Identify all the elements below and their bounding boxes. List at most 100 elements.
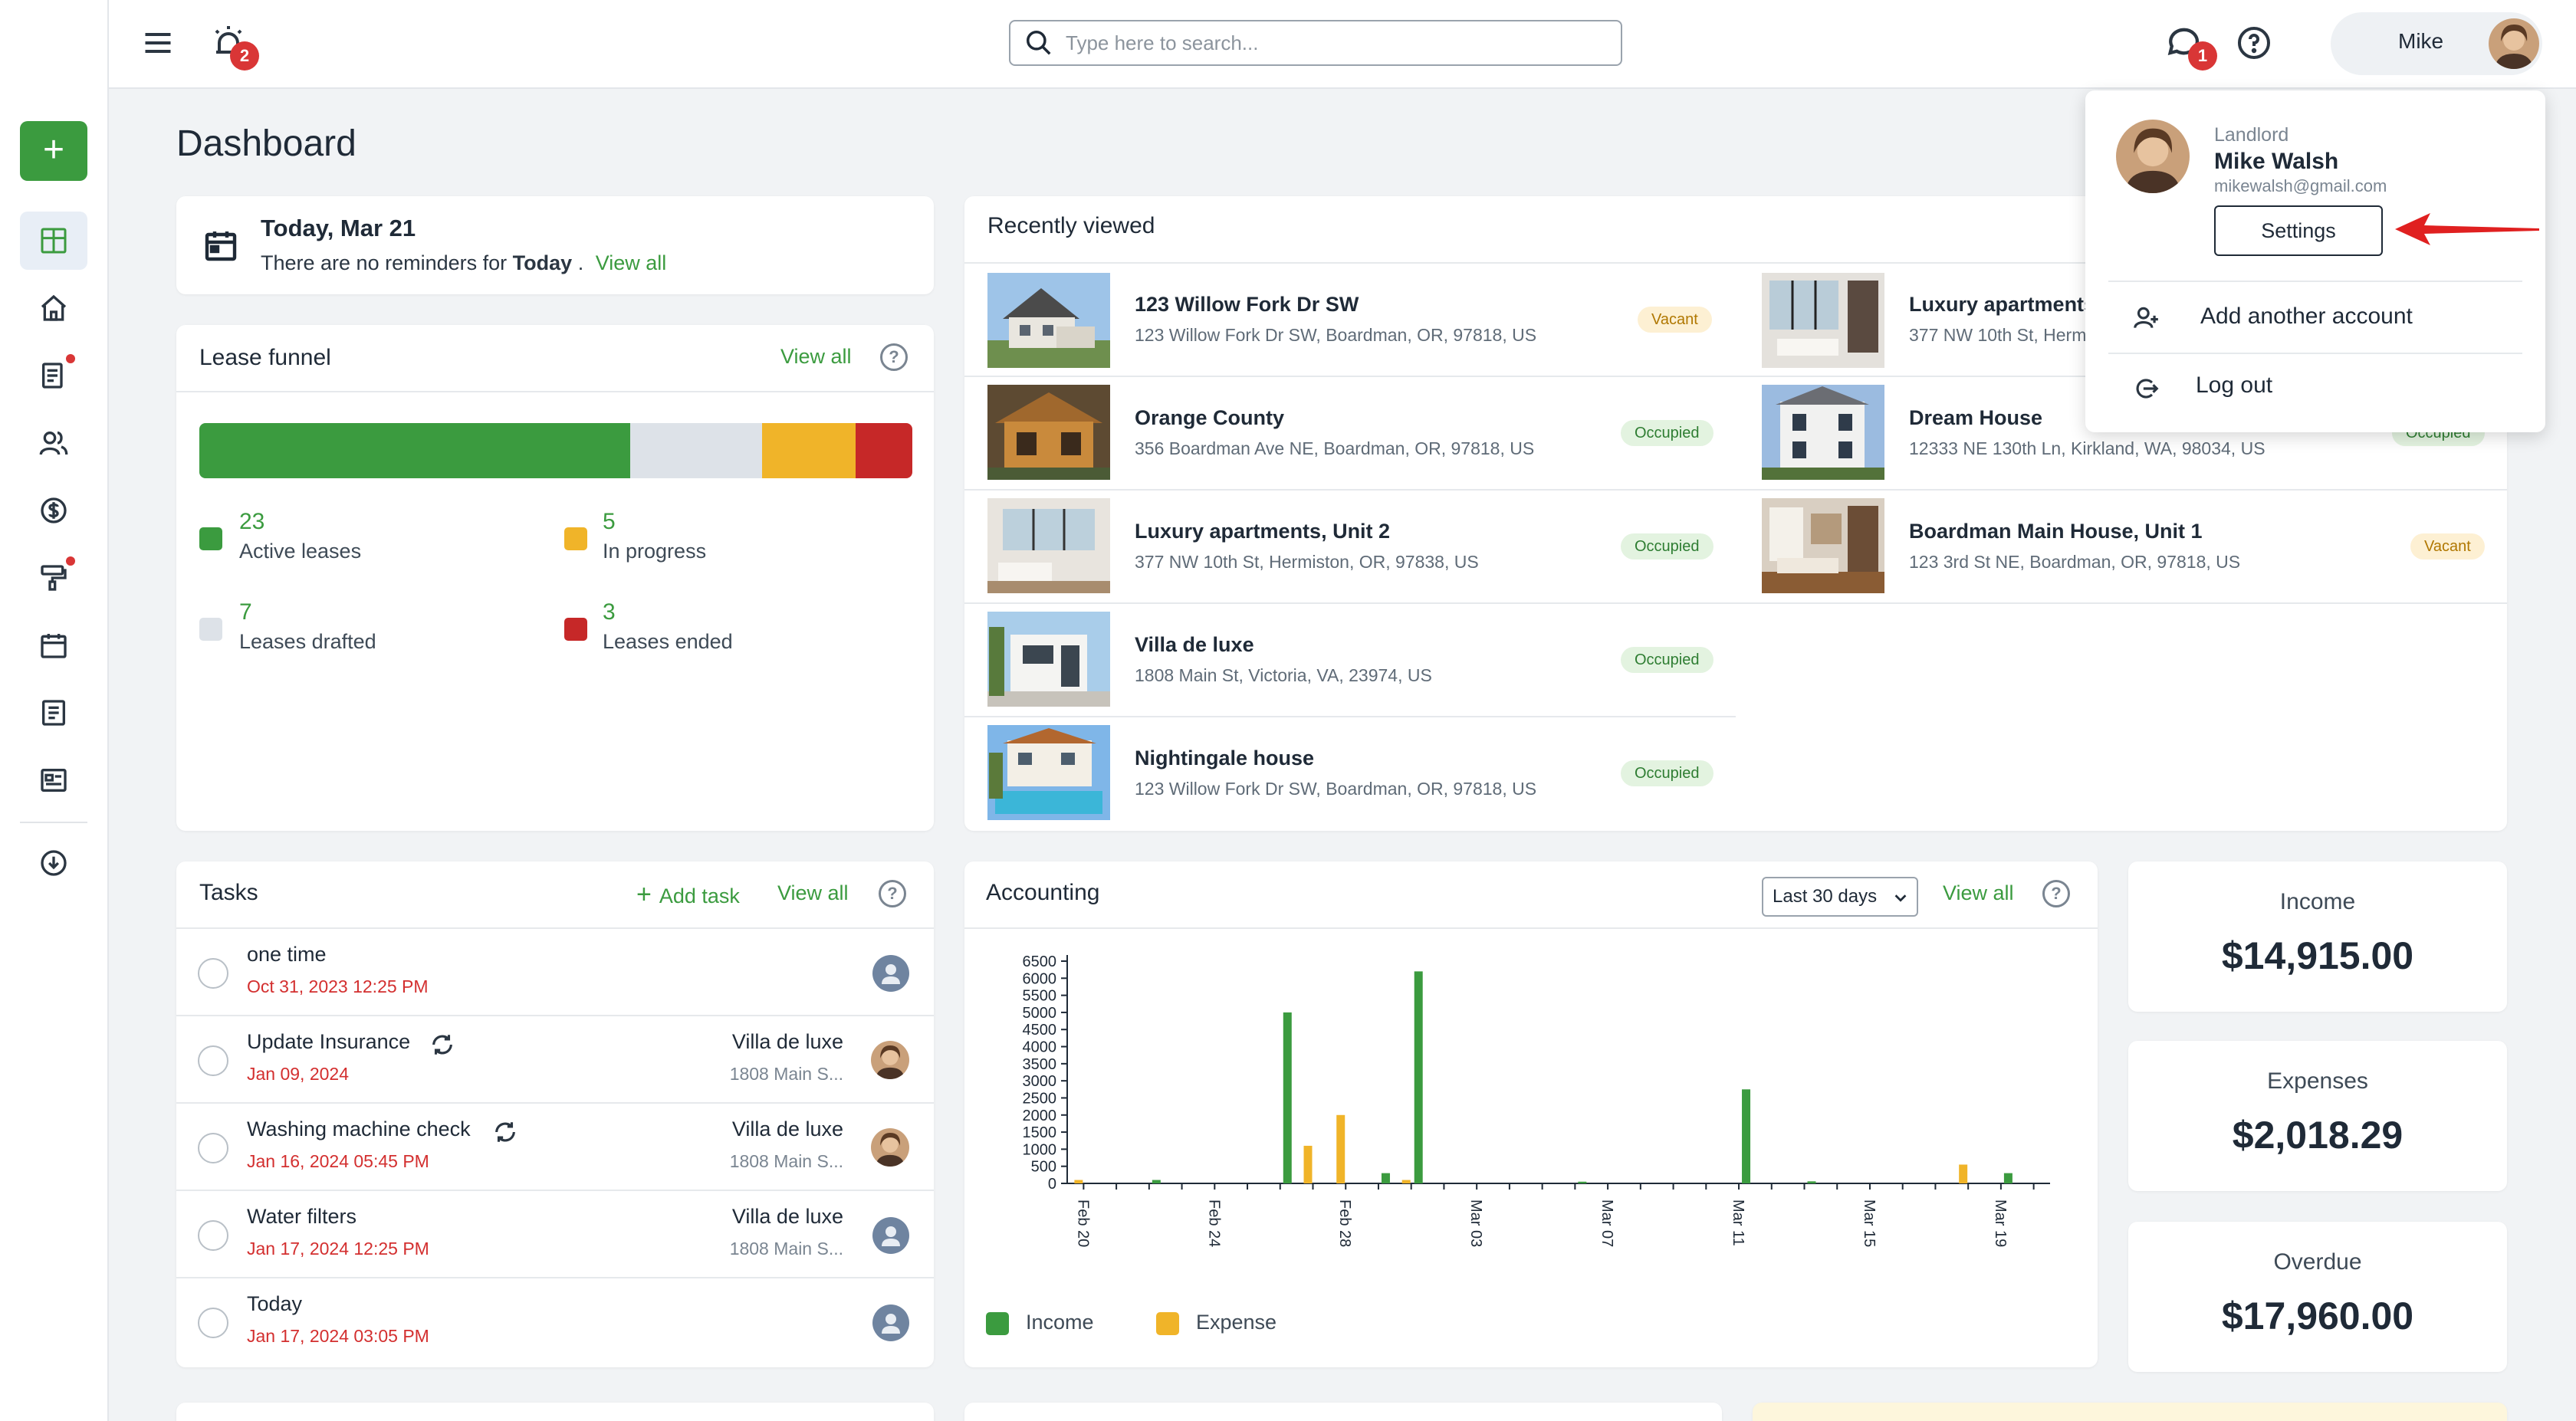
reminder-text: There are no reminders for Today . View … <box>261 251 666 275</box>
funnel-segment-ended[interactable] <box>856 423 912 478</box>
y-tick-label: 6500 <box>1023 953 1057 970</box>
nav-dashboard[interactable] <box>20 212 87 270</box>
divider <box>964 602 1736 604</box>
tasks-help-icon[interactable]: ? <box>879 880 906 907</box>
reminder-view-all-link[interactable]: View all <box>595 251 667 274</box>
recent-property-row[interactable]: Orange County 356 Boardman Ave NE, Board… <box>964 377 1736 491</box>
active-leases-label: Active leases <box>239 540 362 563</box>
property-name: Dream House <box>1909 406 2043 429</box>
nav-calendar[interactable] <box>20 616 87 674</box>
divider <box>964 927 2098 929</box>
in-progress-count[interactable]: 5 <box>603 509 616 534</box>
x-tick-label: Mar 11 <box>1730 1199 1746 1246</box>
notes-icon <box>42 700 65 726</box>
task-title: Today <box>247 1292 303 1315</box>
funnel-segment-progress[interactable] <box>762 423 856 478</box>
user-menu-toggle[interactable]: Mike <box>2331 12 2542 75</box>
recent-property-row[interactable]: Nightingale house 123 Willow Fork Dr SW,… <box>964 717 1736 831</box>
income-stat-label: Income <box>2279 889 2356 914</box>
task-row[interactable]: Water filters Jan 17, 2024 12:25 PM Vill… <box>176 1191 934 1278</box>
expenses-stat-value: $2,018.29 <box>2232 1114 2404 1157</box>
nav-contacts[interactable] <box>20 414 87 472</box>
accounting-view-all[interactable]: View all <box>1943 881 2014 904</box>
task-row[interactable]: one time Oct 31, 2023 12:25 PM <box>176 929 934 1016</box>
task-checkbox[interactable] <box>198 1220 228 1251</box>
messages-icon[interactable] <box>2164 23 2203 63</box>
nav-leases[interactable] <box>20 346 87 405</box>
income-stat-card[interactable]: Income $14,915.00 <box>2128 861 2507 1012</box>
property-thumbnail <box>987 725 1110 820</box>
person-icon <box>882 1226 900 1246</box>
overdue-stat-card[interactable]: Overdue $17,960.00 <box>2128 1222 2507 1372</box>
property-address: 1808 Main St, Victoria, VA, 23974, US <box>1135 665 1432 685</box>
task-row[interactable]: Washing machine check Jan 16, 2024 05:45… <box>176 1104 934 1191</box>
nav-maintenance[interactable] <box>20 549 87 607</box>
search-box[interactable] <box>1009 20 1622 66</box>
recent-property-row[interactable]: Boardman Main House, Unit 1 123 3rd St N… <box>1736 491 2507 604</box>
income-bar <box>1807 1181 1816 1183</box>
report-icon <box>41 769 67 792</box>
status-badge: Occupied <box>1621 760 1714 786</box>
task-date: Jan 17, 2024 12:25 PM <box>247 1239 429 1259</box>
funnel-segment-drafted[interactable] <box>630 423 762 478</box>
task-checkbox[interactable] <box>198 1045 228 1076</box>
nav-download[interactable] <box>20 834 87 892</box>
logout-item[interactable]: Log out <box>2108 356 2522 425</box>
expense-bar <box>1401 1180 1411 1183</box>
task-row[interactable]: Today Jan 17, 2024 03:05 PM <box>176 1278 934 1366</box>
drafted-label: Leases drafted <box>239 630 376 653</box>
lease-document-icon <box>42 363 63 389</box>
recent-property-row[interactable]: Villa de luxe 1808 Main St, Victoria, VA… <box>964 604 1736 717</box>
task-checkbox[interactable] <box>198 1133 228 1163</box>
legend-drafted-swatch <box>199 618 222 641</box>
help-icon[interactable] <box>2236 25 2272 61</box>
ended-count[interactable]: 3 <box>603 599 616 625</box>
property-thumbnail <box>1762 498 1884 593</box>
x-tick-label: Mar 19 <box>1992 1199 2009 1247</box>
add-new-button[interactable]: + <box>20 121 87 181</box>
divider <box>964 262 2507 264</box>
date-range-select[interactable]: Last 30 days <box>1762 877 1918 917</box>
property-address: 377 NW 10th St, Herm <box>1909 325 2087 345</box>
calendar-icon <box>205 231 237 261</box>
recent-property-row[interactable]: 123 Willow Fork Dr SW 123 Willow Fork Dr… <box>964 264 1736 377</box>
y-tick-label: 2000 <box>1023 1108 1057 1124</box>
recent-property-row[interactable]: Luxury apartments, 377 NW 10th St, Herm <box>1736 264 2507 377</box>
add-account-item[interactable]: Add another account <box>2108 284 2522 353</box>
task-checkbox[interactable] <box>198 958 228 989</box>
y-tick-label: 1500 <box>1023 1124 1057 1141</box>
next-card-partial <box>964 1403 1722 1421</box>
drafted-count[interactable]: 7 <box>239 599 252 625</box>
y-tick-label: 1000 <box>1023 1141 1057 1158</box>
nav-reports[interactable] <box>20 751 87 809</box>
task-checkbox[interactable] <box>198 1308 228 1338</box>
task-date: Jan 09, 2024 <box>247 1064 350 1084</box>
expenses-stat-card[interactable]: Expenses $2,018.29 <box>2128 1041 2507 1191</box>
lease-funnel-help-icon[interactable]: ? <box>880 343 908 371</box>
active-leases-count[interactable]: 23 <box>239 509 265 534</box>
lease-funnel-view-all[interactable]: View all <box>780 345 852 368</box>
next-card-partial <box>176 1403 934 1421</box>
nav-properties[interactable] <box>20 279 87 337</box>
funnel-segment-active[interactable] <box>199 423 630 478</box>
recent-property-row[interactable]: Dream House 12333 NE 130th Ln, Kirkland,… <box>1736 377 2507 491</box>
settings-button[interactable]: Settings <box>2214 205 2383 256</box>
expense-bar <box>1074 1180 1083 1183</box>
y-tick-label: 5000 <box>1023 1005 1057 1022</box>
hamburger-menu-icon[interactable] <box>141 26 175 60</box>
nav-accounting[interactable] <box>20 481 87 540</box>
property-address: 377 NW 10th St, Hermiston, OR, 97838, US <box>1135 552 1479 572</box>
nav-notes[interactable] <box>20 684 87 742</box>
legend-active-swatch <box>199 527 222 550</box>
paint-roller-icon <box>41 565 67 591</box>
property-address: 123 3rd St NE, Boardman, OR, 97818, US <box>1909 552 2241 572</box>
tasks-view-all[interactable]: View all <box>777 881 849 904</box>
search-input[interactable] <box>1066 31 1602 55</box>
expenses-stat-label: Expenses <box>2267 1068 2368 1094</box>
recent-property-row[interactable]: Luxury apartments, Unit 2 377 NW 10th St… <box>964 491 1736 604</box>
divider <box>176 391 934 392</box>
add-task-button[interactable]: + Add task <box>636 880 740 910</box>
task-row[interactable]: Update Insurance Jan 09, 2024 Villa de l… <box>176 1016 934 1104</box>
alarm-alert-icon[interactable] <box>210 23 247 60</box>
accounting-help-icon[interactable]: ? <box>2042 880 2070 907</box>
